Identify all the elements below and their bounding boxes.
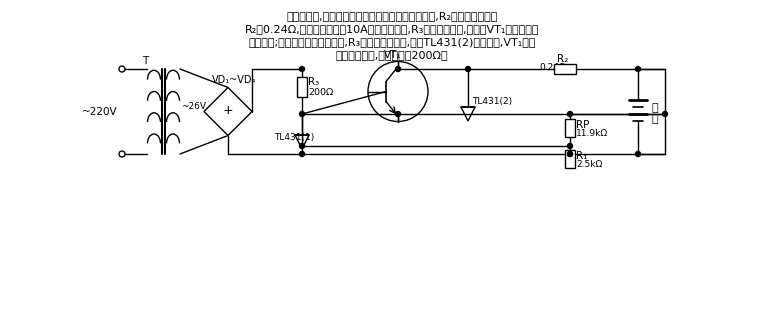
Text: +: +: [223, 104, 234, 117]
Text: R₂取0.24Ω,最大充电电流为10A。正常充电时,R₃阻值要小一些,以保证VT₁的基极有足: R₂取0.24Ω,最大充电电流为10A。正常充电时,R₃阻值要小一些,以保证VT…: [245, 24, 539, 34]
Bar: [565, 119, 575, 137]
Circle shape: [636, 66, 641, 71]
Text: R₁: R₁: [576, 151, 587, 161]
Bar: [297, 77, 307, 97]
Text: T: T: [142, 56, 148, 66]
Text: 11.9kΩ: 11.9kΩ: [576, 128, 608, 137]
Text: 池: 池: [652, 115, 659, 124]
Circle shape: [299, 112, 304, 117]
Text: ~26V: ~26V: [181, 102, 206, 111]
Text: RP: RP: [576, 120, 590, 130]
Text: VD₁~VD₄: VD₁~VD₄: [212, 74, 256, 85]
Circle shape: [299, 66, 304, 71]
Text: TL431(2): TL431(2): [472, 97, 512, 106]
Circle shape: [299, 143, 304, 148]
Text: TL431(1): TL431(1): [274, 132, 314, 141]
Text: 电流立即减少,所以折衷取200Ω。: 电流立即减少,所以折衷取200Ω。: [336, 50, 448, 60]
Text: R₃: R₃: [308, 77, 319, 87]
Polygon shape: [204, 88, 252, 135]
Text: ~220V: ~220V: [82, 107, 118, 117]
Bar: [554, 64, 576, 74]
Circle shape: [662, 112, 667, 117]
Circle shape: [299, 151, 304, 156]
Circle shape: [636, 151, 641, 156]
Circle shape: [568, 112, 572, 117]
Text: 够的电流;而在输出出现过电流时,R₃阻值又要大一些,以便TL431(2)稍一导通,VT₁基极: 够的电流;而在输出出现过电流时,R₃阻值又要大一些,以便TL431(2)稍一导通…: [249, 37, 535, 47]
Text: 电: 电: [652, 104, 659, 114]
Text: 2.5kΩ: 2.5kΩ: [576, 159, 602, 169]
Circle shape: [568, 151, 572, 156]
Circle shape: [568, 151, 572, 156]
Circle shape: [568, 143, 572, 148]
Text: 为可靠工作,最大充电电流一般都小于允许的最大值,R₂可选稍大一些。: 为可靠工作,最大充电电流一般都小于允许的最大值,R₂可选稍大一些。: [286, 11, 498, 21]
Text: VT₁: VT₁: [384, 49, 402, 59]
Circle shape: [395, 66, 401, 71]
Text: 0.24Ω: 0.24Ω: [539, 62, 566, 71]
Text: 200Ω: 200Ω: [308, 88, 333, 97]
Text: R₂: R₂: [557, 54, 568, 64]
Bar: [565, 150, 575, 168]
Circle shape: [466, 66, 470, 71]
Circle shape: [395, 112, 401, 117]
